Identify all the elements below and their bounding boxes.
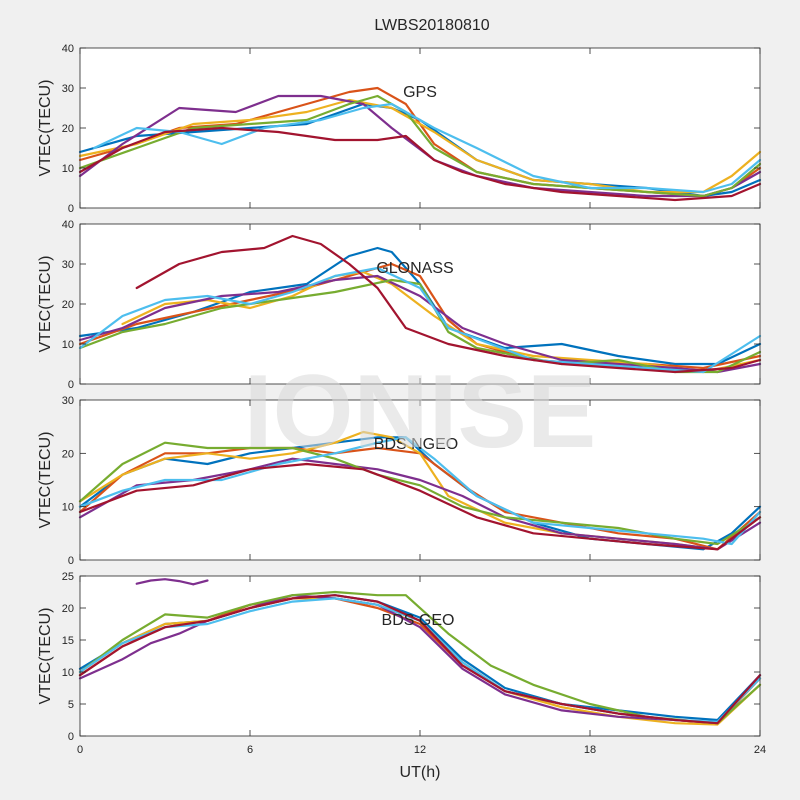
y-tick-label: 20 bbox=[62, 448, 74, 460]
y-axis-label: VTEC(TECU) bbox=[37, 256, 54, 353]
y-tick-label: 0 bbox=[68, 203, 74, 215]
y-tick-label: 5 bbox=[68, 699, 74, 711]
y-tick-label: 25 bbox=[62, 571, 74, 583]
x-tick-label: 12 bbox=[414, 744, 426, 756]
y-axis-label: VTEC(TECU) bbox=[37, 608, 54, 705]
series-line bbox=[78, 457, 762, 551]
y-tick-label: 0 bbox=[68, 731, 74, 743]
series-line bbox=[78, 266, 762, 374]
y-tick-label: 40 bbox=[62, 219, 74, 231]
x-axis-label: UT(h) bbox=[400, 764, 441, 781]
panel-label: BDS GEO bbox=[382, 612, 455, 629]
y-tick-label: 10 bbox=[62, 502, 74, 514]
axes-panel-2: 0 10 20 30 40 VTEC(TECU) GLONASS bbox=[37, 219, 762, 391]
y-tick-label: 0 bbox=[68, 379, 74, 391]
x-tick-label: 6 bbox=[247, 744, 253, 756]
y-tick-label: 20 bbox=[62, 299, 74, 311]
series-line bbox=[135, 234, 762, 374]
y-tick-label: 20 bbox=[62, 603, 74, 615]
series-line bbox=[78, 594, 762, 725]
series-line bbox=[78, 590, 762, 725]
y-tick-label: 10 bbox=[62, 667, 74, 679]
x-tick-label: 18 bbox=[584, 744, 596, 756]
y-axis-label: VTEC(TECU) bbox=[37, 432, 54, 529]
series-line bbox=[78, 94, 762, 198]
series-line bbox=[78, 94, 762, 198]
figure-title: LWBS20180810 bbox=[374, 17, 489, 34]
y-tick-label: 40 bbox=[62, 43, 74, 55]
watermark: IONISE bbox=[244, 354, 597, 470]
axes-panel-1: 0 10 20 30 40 VTEC(TECU) GPS bbox=[37, 43, 762, 215]
y-tick-label: 0 bbox=[68, 555, 74, 567]
y-tick-label: 20 bbox=[62, 123, 74, 135]
series-line bbox=[135, 578, 195, 586]
x-tick-label: 24 bbox=[754, 744, 766, 756]
series-line bbox=[78, 462, 762, 551]
y-tick-label: 30 bbox=[62, 259, 74, 271]
plot-area bbox=[80, 576, 760, 736]
series-line bbox=[78, 436, 762, 546]
axes-panel-3: 0 10 20 30 VTEC(TECU) BDS NGEO bbox=[37, 395, 762, 567]
y-tick-label: 10 bbox=[62, 163, 74, 175]
series-line bbox=[78, 126, 762, 202]
series-line bbox=[93, 102, 762, 194]
panel-label: BDS NGEO bbox=[374, 436, 458, 453]
series-line bbox=[78, 274, 762, 374]
y-tick-label: 30 bbox=[62, 395, 74, 407]
panel-label: GPS bbox=[403, 84, 437, 101]
series-line bbox=[192, 579, 209, 586]
y-tick-label: 30 bbox=[62, 83, 74, 95]
y-axis-label: VTEC(TECU) bbox=[37, 80, 54, 177]
panel-label: GLONASS bbox=[376, 260, 453, 277]
axes-root: 0 10 20 30 40 VTEC(TECU) GPS 0 10 20 30 40 VTEC(TECU… bbox=[37, 43, 766, 781]
y-tick-label: 15 bbox=[62, 635, 74, 647]
axes-panel-4: 0 6 12 18 24 0 5 10 15 20 25 VTEC(TECU) BDS GEO UT(h) bbox=[37, 571, 766, 781]
series-line bbox=[78, 98, 762, 194]
y-tick-label: 10 bbox=[62, 339, 74, 351]
x-tick-label: 0 bbox=[77, 744, 83, 756]
series-line bbox=[78, 446, 762, 551]
